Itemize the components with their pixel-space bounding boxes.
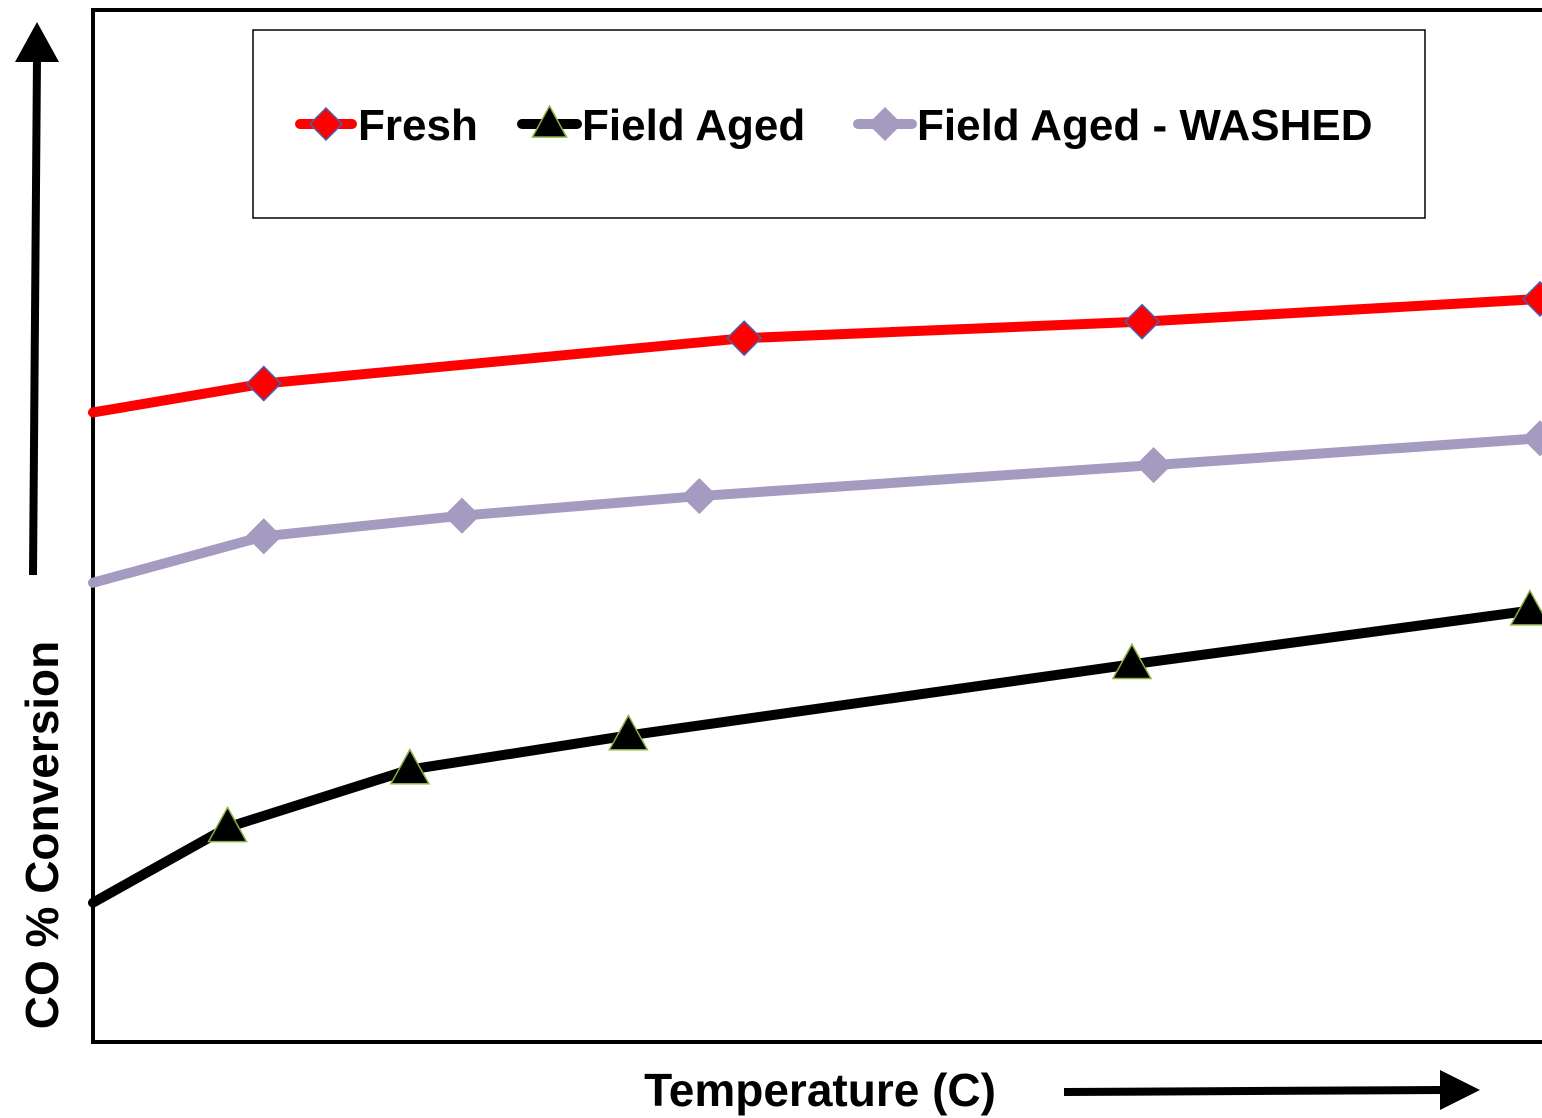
- point-field-aged-washed-3: [681, 478, 718, 515]
- legend-marker-fresh: [308, 106, 344, 142]
- point-fresh-4: [1521, 280, 1542, 318]
- series-layer: [88, 280, 1542, 908]
- legend-label-field-aged-washed: Field Aged - WASHED: [917, 101, 1373, 150]
- x-axis-label: Temperature (C): [644, 1064, 996, 1116]
- y-arrowhead: [15, 22, 59, 62]
- x-arrowhead: [1440, 1070, 1480, 1110]
- legend-item-fresh: Fresh: [295, 101, 478, 150]
- legend-label-field-aged: Field Aged: [582, 101, 805, 150]
- point-fresh-2: [726, 320, 763, 357]
- point-field-aged-1: [207, 805, 248, 843]
- series-line-field-aged-washed: [88, 433, 1542, 588]
- legend: Fresh Field Aged Field Aged - WASHED: [252, 29, 1426, 219]
- series-fresh: [88, 280, 1542, 418]
- legend-marker-field-aged-washed: [867, 106, 903, 142]
- point-field-aged-2: [389, 748, 431, 785]
- point-fresh-1: [245, 365, 282, 402]
- point-field-aged-washed-1: [245, 518, 282, 555]
- legend-label-fresh: Fresh: [358, 101, 478, 150]
- series-line-fresh: [88, 293, 1542, 418]
- legend-box: [252, 29, 1426, 219]
- point-field-aged-5: [1509, 589, 1542, 626]
- point-field-aged-washed-5: [1521, 420, 1542, 457]
- legend-item-field-aged-washed: Field Aged - WASHED: [853, 101, 1373, 150]
- plot-frame: [91, 8, 1542, 1044]
- y-axis-arrow: [15, 22, 59, 576]
- y-axis-label: CO % Conversion: [16, 641, 68, 1030]
- series-field-aged: [88, 589, 1542, 908]
- x-axis-arrow: [1063, 1070, 1480, 1110]
- legend-marker-field-aged: [531, 104, 568, 138]
- point-field-aged-3: [608, 714, 649, 751]
- series-field-aged-washed: [88, 420, 1542, 588]
- point-field-aged-4: [1111, 642, 1153, 680]
- point-field-aged-washed-2: [443, 497, 481, 534]
- point-field-aged-washed-4: [1135, 447, 1172, 484]
- series-line-field-aged: [88, 605, 1535, 908]
- point-fresh-3: [1124, 303, 1161, 340]
- legend-item-field-aged: Field Aged: [517, 101, 805, 150]
